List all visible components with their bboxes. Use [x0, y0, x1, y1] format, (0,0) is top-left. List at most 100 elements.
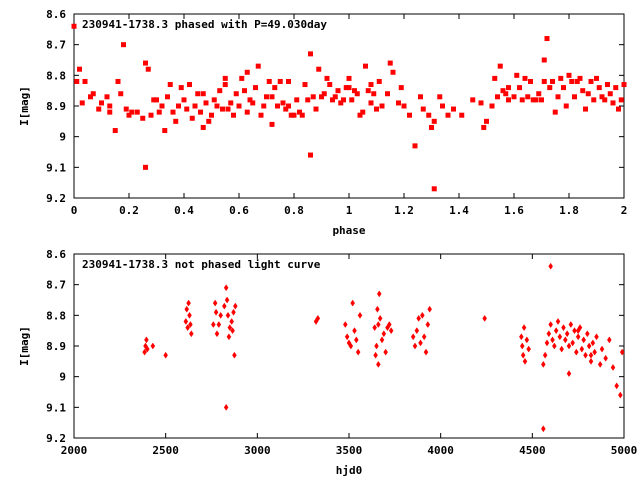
- chart-title: 230941-1738.3 not phased light curve: [82, 258, 321, 271]
- y-tick-label: 8.9: [46, 340, 66, 353]
- y-tick-label: 8.8: [46, 309, 66, 322]
- data-point: [604, 355, 608, 361]
- data-point: [539, 97, 544, 102]
- data-point: [105, 94, 110, 99]
- data-point: [607, 337, 611, 343]
- data-point: [77, 67, 82, 72]
- data-point: [543, 352, 547, 358]
- data-point: [146, 67, 151, 72]
- phased-light-curve-panel: 0 0.2 0.4 0.6 0.8 1 1.2 1.4 1.6 1.8 2 8.6 8.7 8.8 8.9 9…: [18, 8, 627, 237]
- plot-frame: [74, 14, 624, 198]
- data-point: [585, 331, 589, 337]
- data-point: [583, 107, 588, 112]
- data-point: [589, 358, 593, 364]
- data-point: [563, 337, 567, 343]
- data-point: [107, 110, 112, 115]
- data-point: [564, 104, 569, 109]
- data-point: [270, 122, 275, 127]
- data-point: [552, 343, 556, 349]
- data-point: [484, 119, 489, 124]
- data-point: [349, 97, 354, 102]
- data-point: [525, 337, 529, 343]
- data-point: [91, 91, 96, 96]
- data-point: [595, 334, 599, 340]
- y-tick-label: 9.2: [46, 432, 66, 445]
- x-tick-label: 2500: [152, 444, 179, 457]
- data-point: [184, 318, 188, 324]
- data-point: [182, 97, 187, 102]
- data-point: [278, 79, 283, 84]
- x-tick-label: 1.6: [504, 204, 524, 217]
- data-point: [157, 110, 162, 115]
- data-point: [190, 116, 195, 121]
- data-point: [550, 79, 555, 84]
- data-point: [189, 331, 193, 337]
- data-point: [245, 110, 250, 115]
- data-point: [611, 100, 616, 105]
- data-point: [517, 85, 522, 90]
- data-point: [144, 337, 148, 343]
- y-tick-label: 9.1: [46, 401, 66, 414]
- data-point: [336, 88, 341, 93]
- data-point: [600, 346, 604, 352]
- data-point: [549, 263, 553, 269]
- data-point: [347, 85, 352, 90]
- data-point: [232, 309, 236, 315]
- data-point: [556, 94, 561, 99]
- data-point: [385, 91, 390, 96]
- data-point: [107, 104, 112, 109]
- y-tick-label: 9.2: [46, 192, 66, 205]
- data-point: [470, 97, 475, 102]
- data-point: [204, 100, 209, 105]
- data-point: [605, 82, 610, 87]
- data-point: [407, 113, 412, 118]
- data-point: [428, 306, 432, 312]
- data-point: [355, 91, 360, 96]
- data-point: [597, 85, 602, 90]
- data-point: [415, 328, 419, 334]
- data-point: [495, 94, 500, 99]
- data-point: [305, 97, 310, 102]
- x-tick-label: 3000: [244, 444, 271, 457]
- data-point: [451, 107, 456, 112]
- data-point: [341, 97, 346, 102]
- data-point: [587, 343, 591, 349]
- data-point: [113, 128, 118, 133]
- data-point: [542, 79, 547, 84]
- data-point: [264, 94, 269, 99]
- data-point: [187, 82, 192, 87]
- x-tick-label: 4500: [519, 444, 546, 457]
- data-point: [490, 104, 495, 109]
- data-point: [366, 88, 371, 93]
- y-tick-label: 8.6: [46, 8, 66, 21]
- x-tick-label: 1.8: [559, 204, 579, 217]
- data-point: [481, 125, 486, 130]
- data-point: [227, 334, 231, 340]
- data-point: [234, 91, 239, 96]
- data-point: [582, 337, 586, 343]
- data-point: [300, 113, 305, 118]
- data-point: [571, 340, 575, 346]
- data-point: [226, 107, 231, 112]
- data-point: [232, 352, 236, 358]
- data-point: [99, 100, 104, 105]
- data-point: [479, 100, 484, 105]
- data-point: [567, 73, 572, 78]
- data-point: [242, 88, 247, 93]
- data-point: [536, 91, 541, 96]
- data-point: [209, 113, 214, 118]
- data-point: [369, 100, 374, 105]
- data-point: [519, 334, 523, 340]
- data-point: [424, 349, 428, 355]
- data-point: [578, 76, 583, 81]
- data-point: [343, 322, 347, 328]
- data-point: [165, 94, 170, 99]
- data-point: [396, 100, 401, 105]
- data-point: [303, 82, 308, 87]
- x-tick-label: 0.8: [284, 204, 304, 217]
- data-point: [421, 107, 426, 112]
- x-tick-label: 0.2: [119, 204, 139, 217]
- y-tick-label: 8.9: [46, 100, 66, 113]
- x-tick-label: 4000: [427, 444, 454, 457]
- data-point: [154, 97, 159, 102]
